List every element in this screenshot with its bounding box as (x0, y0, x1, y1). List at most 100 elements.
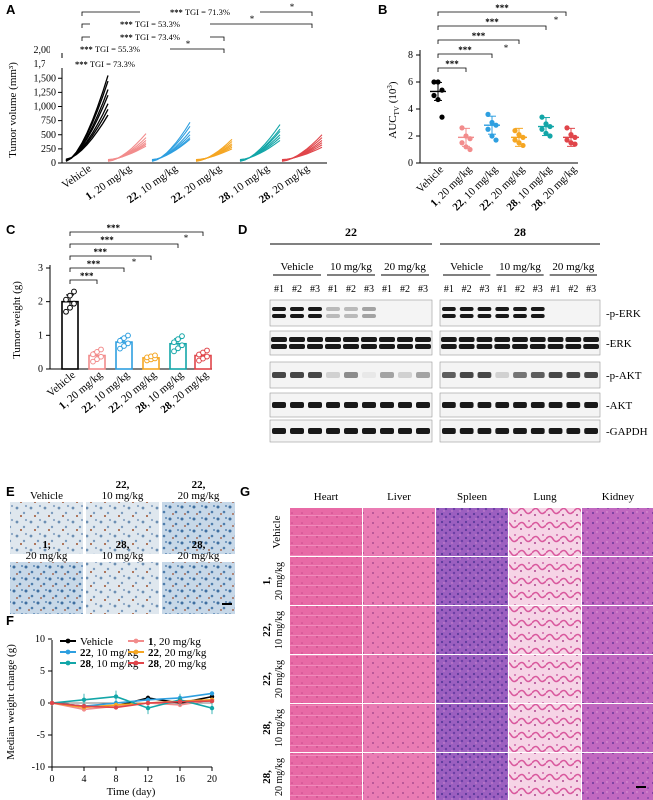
ihc-image (162, 502, 235, 554)
sig-star: * (186, 39, 191, 49)
blot-band (416, 428, 430, 434)
he-row-label: Vehicle (271, 515, 283, 548)
sig-bracket (437, 67, 467, 72)
ihc-label-dose: 20 mg/kg (178, 550, 220, 562)
blot-band (476, 337, 493, 342)
blot-band (272, 402, 286, 408)
ihc-image (86, 562, 159, 614)
panel-a-curves (65, 75, 323, 162)
weight-point (204, 347, 210, 354)
blot-band (477, 428, 492, 434)
auc-point (520, 142, 526, 149)
panel-b-ytick-label: 2 (408, 131, 413, 142)
organ-label: Lung (533, 491, 557, 503)
legend-label: 22, 10 mg/kg (80, 647, 139, 659)
blot-band (547, 344, 564, 349)
blot-band (272, 428, 286, 434)
panel-c-significance: ***************** (69, 223, 204, 284)
blot-band (495, 307, 510, 311)
weight-point (98, 353, 104, 360)
panel-f-ytick-label: -10 (32, 762, 45, 773)
blot-band (584, 428, 598, 434)
organ-label: Spleen (457, 491, 487, 503)
blot-band (495, 402, 510, 408)
sig-bracket (69, 279, 98, 284)
blot-compound: 22 (345, 225, 357, 239)
blot-band (326, 314, 340, 318)
sig-star: * (250, 14, 255, 24)
he-row-label: 22, (261, 672, 273, 686)
weight-marker (81, 704, 87, 709)
he-image (363, 655, 435, 703)
blot-band (583, 337, 599, 342)
weight-point (175, 345, 181, 352)
auc-point (564, 137, 570, 143)
blot-band (290, 402, 304, 408)
sig-star: * (554, 15, 559, 25)
panel-b-significance: ***************** (437, 3, 567, 72)
blot-replicate: #3 (586, 284, 596, 295)
auc-point (493, 137, 499, 143)
panel-c-yticks: 0 1 2 3 (38, 263, 50, 375)
blot-band (344, 314, 358, 318)
blot-band (513, 314, 527, 318)
tumor-curve (65, 75, 109, 162)
he-image (363, 753, 435, 800)
panel-d-label: D (238, 222, 247, 237)
weight-point (179, 333, 185, 340)
he-row-label: 22, (261, 623, 273, 637)
blot-band (289, 344, 305, 349)
sig-tgi: TGI = 73.3% (90, 59, 135, 69)
ihc-label-dose: 10 mg/kg (102, 490, 144, 502)
blot-band (565, 337, 582, 342)
blot-band (362, 428, 376, 434)
blot-band (477, 307, 492, 311)
panel-a-ylabel: Tumor volume (mm³) (7, 62, 19, 158)
he-image (436, 753, 508, 800)
weight-point (175, 336, 181, 343)
panel-b-ytick-label: 8 (408, 50, 413, 61)
weight-point (63, 296, 69, 303)
he-image (436, 508, 508, 556)
sig-label: *** TGI = 53.3% (120, 19, 180, 29)
blot-band (442, 428, 456, 434)
blot-replicate: #2 (515, 284, 525, 295)
legend-label: 28, 20 mg/kg (148, 658, 207, 670)
sig-tgi: TGI = 53.3% (135, 19, 180, 29)
blot-condition: 10 mg/kg (499, 261, 541, 273)
blot-band (477, 402, 492, 408)
blot-replicate: #3 (310, 284, 320, 295)
blot-band (530, 402, 545, 408)
blot-band (289, 337, 305, 342)
blot-band (379, 337, 395, 342)
blot-band (308, 314, 322, 318)
he-image (363, 557, 435, 605)
ihc-label-dose: 10 mg/kg (102, 550, 144, 562)
blot-band-label: -p-ERK (606, 308, 641, 320)
auc-point (431, 92, 437, 99)
organ-label: Kidney (602, 491, 635, 503)
blot-band (398, 372, 412, 378)
ihc-image (10, 502, 83, 554)
organ-label: Liver (387, 491, 411, 503)
panel-b-yticks: 0 2 4 6 8 (408, 50, 420, 169)
sig-bracket (69, 255, 152, 260)
blot-band (343, 337, 359, 342)
weight-point (94, 356, 100, 363)
sig-star: * (290, 2, 295, 12)
weight-point (98, 346, 104, 353)
sig-star: * (132, 257, 137, 267)
panel-a-ytick-label: 250 (41, 144, 56, 155)
legend-marker (65, 649, 71, 655)
he-image (582, 557, 653, 605)
blot-band (416, 402, 430, 408)
compound-id: 1 (84, 190, 95, 203)
blot-band (416, 372, 430, 378)
compound-id: 1 (57, 400, 69, 413)
panel-c-bars (61, 288, 212, 370)
sig-bracket (69, 267, 125, 272)
